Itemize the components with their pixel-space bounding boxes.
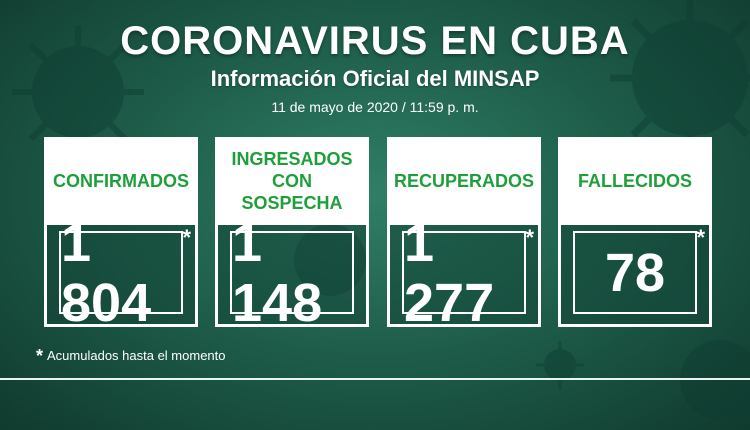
- card-value: 1 148: [232, 212, 323, 333]
- card-label: CONFIRMADOS: [44, 137, 198, 225]
- card-recuperados: RECUPERADOS 1 277 *: [387, 137, 541, 333]
- asterisk-mark: *: [696, 225, 705, 250]
- card-value-box: 78 *: [558, 225, 712, 327]
- card-label: RECUPERADOS: [387, 137, 541, 225]
- header: CORONAVIRUS EN CUBA Información Oficial …: [0, 18, 750, 116]
- virus-icon: [12, 26, 144, 158]
- card-value: 1 804: [61, 212, 152, 333]
- footnote: * Acumulados hasta el momento: [36, 346, 226, 367]
- value-frame: 1 148: [230, 213, 354, 333]
- card-label: FALLECIDOS: [558, 137, 712, 225]
- divider-line: [0, 378, 750, 380]
- card-fallecidos: FALLECIDOS 78 *: [558, 137, 712, 327]
- card-confirmados: CONFIRMADOS 1 804 *: [44, 137, 198, 333]
- virus-icon: [536, 341, 584, 389]
- report-date: 11 de mayo de 2020 / 11:59 p. m.: [271, 99, 479, 115]
- asterisk-mark: *: [182, 225, 191, 250]
- card-value-box: 1 148: [215, 213, 369, 333]
- card-value-box: 1 277 *: [387, 213, 541, 333]
- card-value-box: 1 804 *: [44, 213, 198, 333]
- stats-cards: CONFIRMADOS 1 804 * INGRESADOS CON SOSPE…: [44, 137, 714, 333]
- card-value: 78: [604, 242, 666, 303]
- footnote-asterisk: *: [36, 346, 44, 366]
- value-frame: 1 277: [402, 213, 526, 333]
- virus-icon: [680, 340, 750, 420]
- card-ingresados: INGRESADOS CON SOSPECHA 1 148: [215, 137, 369, 333]
- card-label: INGRESADOS CON SOSPECHA: [215, 137, 369, 225]
- card-value: 1 277: [404, 212, 495, 333]
- page-subtitle: Información Oficial del MINSAP: [210, 66, 540, 91]
- asterisk-mark: *: [525, 225, 534, 250]
- footnote-text: Acumulados hasta el momento: [47, 348, 226, 363]
- value-frame: 1 804: [59, 213, 183, 333]
- page-title: CORONAVIRUS EN CUBA: [120, 19, 630, 63]
- value-frame: 78: [573, 231, 697, 314]
